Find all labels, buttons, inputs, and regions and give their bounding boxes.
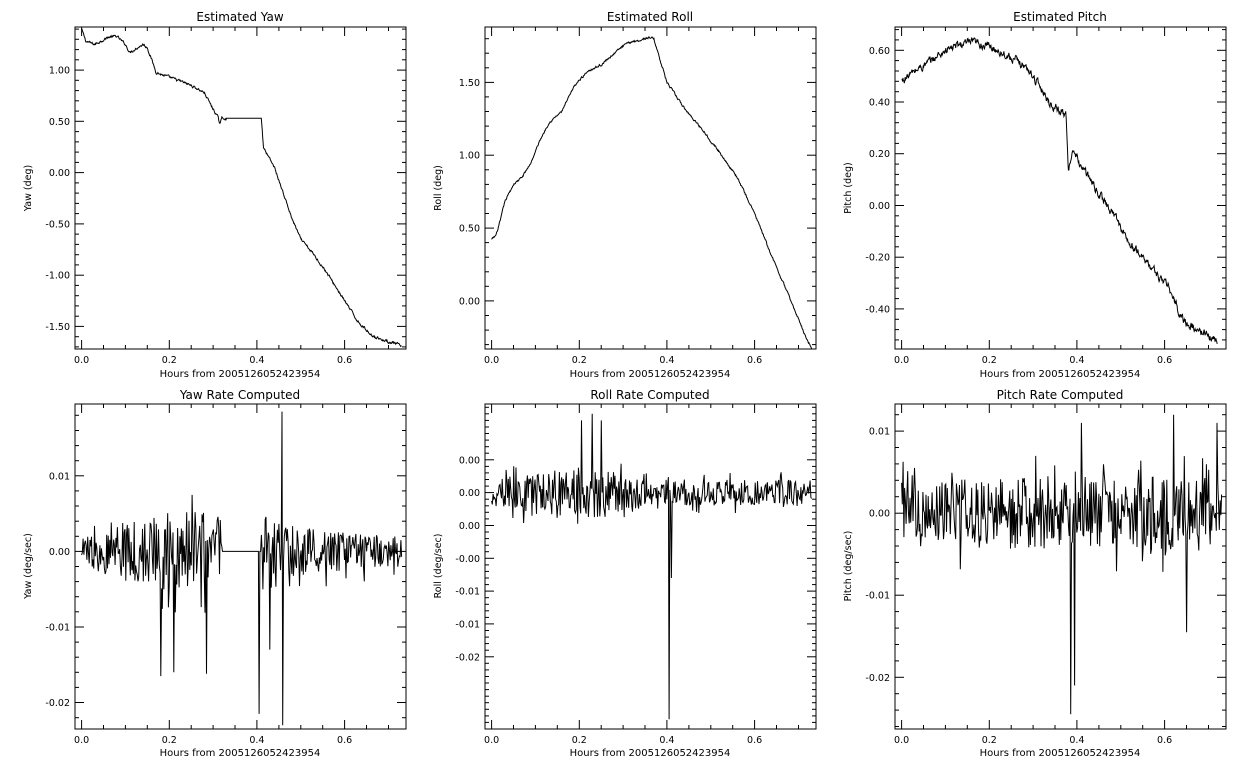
x-tick-label: 0.2: [982, 735, 997, 746]
plot-area: 0.0 0.2 0.4 0.6 1.50 1.00 0.50 0.00: [459, 26, 817, 366]
panel-title: Roll Rate Computed: [590, 388, 709, 402]
y-tick-label: 0.00: [459, 296, 480, 307]
y-tick-label: -0.50: [45, 219, 70, 230]
x-tick-label: 0.6: [747, 355, 762, 366]
y-tick-label: 0.50: [49, 117, 70, 128]
x-tick-label: 0.4: [249, 735, 264, 746]
y-tick-label: -0.20: [865, 253, 890, 264]
x-tick-label: 0.4: [1069, 735, 1084, 746]
y-tick-label: -0.00: [455, 554, 480, 565]
x-tick-label: 0.0: [894, 735, 909, 746]
x-tick-label: 0.2: [572, 355, 587, 366]
plot-area: 0.0 0.2 0.4 0.6 0.01 0.00 -0.01 -0.02: [45, 403, 407, 746]
plot-area: 0.0 0.2 0.4 0.6 0.60 0.40 0.20 0.00 -0.20 -0.40: [865, 26, 1227, 366]
plot-frame: [74, 403, 407, 730]
y-tick-label: 0.20: [869, 149, 890, 160]
y-tick-label: 0.60: [869, 46, 890, 57]
x-axis-label: Hours from 2005126052423954: [570, 748, 731, 759]
x-tick-label: 0.6: [747, 735, 762, 746]
x-axis-label: Hours from 2005126052423954: [160, 748, 321, 759]
y-tick-label: 0.00: [49, 168, 70, 179]
y-tick-label: -0.01: [865, 591, 890, 602]
y-tick-label: -1.00: [45, 271, 70, 282]
y-tick-label: 0.50: [459, 224, 480, 235]
panel-roll-rate: Roll Rate Computed Hours from 2005126052…: [433, 388, 817, 759]
x-tick-label: 0.4: [1069, 355, 1084, 366]
x-tick-label: 0.0: [484, 355, 499, 366]
y-axis-label: Yaw (deg): [23, 165, 34, 212]
panel-roll: Estimated Roll Hours from 20051260524239…: [433, 10, 817, 380]
series-line: [901, 36, 1218, 344]
x-tick-label: 0.0: [74, 355, 89, 366]
x-tick-label: 0.4: [659, 735, 674, 746]
x-tick-label: 0.4: [249, 355, 264, 366]
x-tick-label: 0.0: [894, 355, 909, 366]
plot-frame: [74, 26, 407, 350]
x-axis-label: Hours from 2005126052423954: [160, 369, 321, 380]
y-axis-label: Pitch (deg/sec): [843, 531, 854, 602]
plot-area: 0.0 0.2 0.4 0.6 0.01 0.00 -0.01 -0.02: [865, 403, 1227, 746]
series-line: [491, 413, 813, 720]
y-tick-label: 0.00: [459, 455, 480, 466]
x-tick-label: 0.6: [337, 735, 352, 746]
panel-yaw: Estimated Yaw Hours from 200512605242395…: [23, 10, 407, 380]
y-tick-label: 0.00: [869, 509, 890, 520]
panel-title: Yaw Rate Computed: [179, 388, 300, 402]
y-tick-label: 0.00: [459, 488, 480, 499]
plot-frame: [894, 403, 1227, 730]
y-tick-label: -0.02: [865, 673, 890, 684]
series-line: [491, 36, 813, 349]
panel-pitch: Estimated Pitch Hours from 2005126052423…: [843, 10, 1227, 380]
x-axis-label: Hours from 2005126052423954: [980, 748, 1141, 759]
series-line: [81, 411, 403, 726]
plot-frame: [894, 26, 1227, 350]
plot-area: 0.0 0.2 0.4 0.6 1.00 0.50 0.00 -0.50 -1.00 -1.50: [45, 26, 407, 366]
y-tick-label: 1.00: [459, 151, 480, 162]
y-tick-label: 0.40: [869, 98, 890, 109]
y-axis-label: Roll (deg): [433, 165, 444, 211]
y-tick-label: -0.02: [455, 652, 480, 663]
x-tick-label: 0.4: [659, 355, 674, 366]
panel-yaw-rate: Yaw Rate Computed Hours from 20051260524…: [23, 388, 407, 759]
panel-pitch-rate: Pitch Rate Computed Hours from 200512605…: [843, 388, 1227, 759]
series-line: [901, 414, 1223, 715]
y-tick-label: 0.00: [459, 521, 480, 532]
x-tick-label: 0.0: [74, 735, 89, 746]
x-axis-label: Hours from 2005126052423954: [980, 369, 1141, 380]
x-axis-label: Hours from 2005126052423954: [570, 369, 731, 380]
y-tick-label: -0.40: [865, 304, 890, 315]
x-tick-label: 0.2: [162, 355, 177, 366]
y-tick-label: -0.01: [455, 587, 480, 598]
x-tick-label: 0.6: [337, 355, 352, 366]
series-line: [81, 28, 402, 348]
x-tick-label: 0.6: [1157, 735, 1172, 746]
panel-title: Estimated Roll: [607, 10, 693, 24]
y-tick-label: 0.00: [869, 201, 890, 212]
panel-title: Pitch Rate Computed: [997, 388, 1124, 402]
x-tick-label: 0.2: [162, 735, 177, 746]
y-tick-label: -0.01: [45, 623, 70, 634]
y-tick-label: -0.01: [455, 619, 480, 630]
x-tick-label: 0.6: [1157, 355, 1172, 366]
x-tick-label: 0.2: [982, 355, 997, 366]
plot-area: 0.0 0.2 0.4 0.6 0.00 0.00 0.00 -0.00 -0.01 -0.01 -…: [455, 403, 817, 746]
y-tick-label: 0.00: [49, 547, 70, 558]
x-tick-label: 0.2: [572, 735, 587, 746]
y-tick-label: -0.02: [45, 698, 70, 709]
x-tick-label: 0.0: [484, 735, 499, 746]
y-axis-label: Yaw (deg/sec): [23, 533, 34, 600]
y-tick-label: 0.01: [49, 471, 70, 482]
y-tick-label: 0.01: [869, 427, 890, 438]
y-tick-label: 1.00: [49, 66, 70, 77]
panel-title: Estimated Yaw: [196, 10, 283, 24]
y-axis-label: Roll (deg/sec): [433, 534, 444, 599]
y-axis-label: Pitch (deg): [843, 162, 854, 213]
y-tick-label: -1.50: [45, 322, 70, 333]
panel-title: Estimated Pitch: [1013, 10, 1107, 24]
y-tick-label: 1.50: [459, 78, 480, 89]
plot-frame: [484, 403, 817, 730]
plot-frame: [484, 26, 817, 350]
